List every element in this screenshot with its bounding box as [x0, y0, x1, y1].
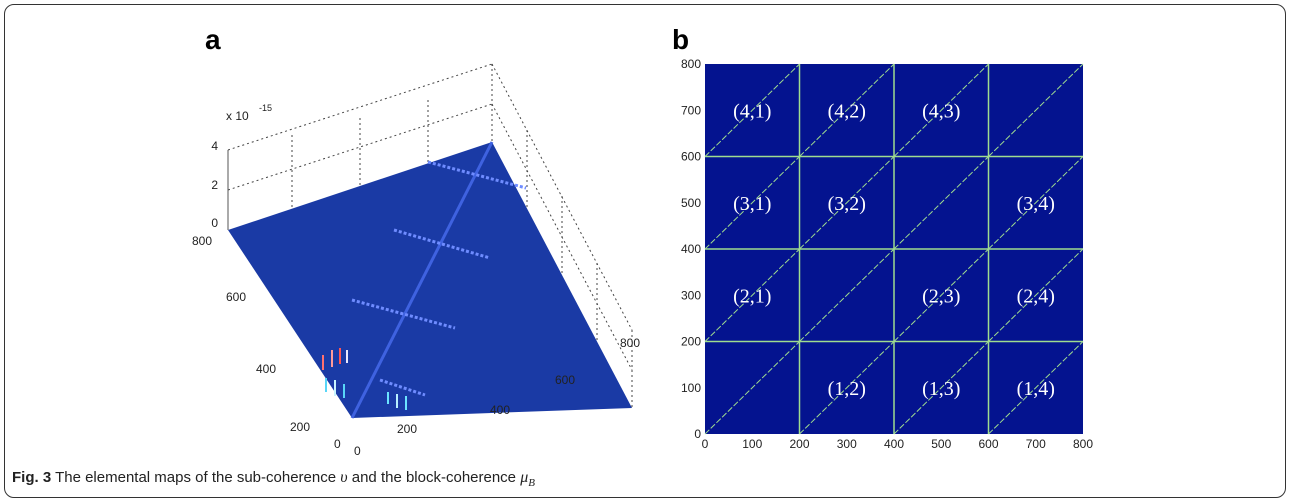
x-tick-800: 800	[620, 336, 640, 350]
block-diagonal-2-4	[988, 248, 1084, 342]
z-exponent: -15	[259, 103, 272, 113]
block-diagonal-2-2	[799, 248, 895, 342]
panel-a-x-ticks: 200 400 600 800	[397, 336, 640, 436]
y-tick-200: 200	[290, 420, 310, 434]
origin-x-label: 0	[354, 444, 361, 458]
panel-a-surface	[228, 142, 632, 418]
y-tick-600: 600	[226, 290, 246, 304]
figure-caption: Fig. 3 The elemental maps of the sub-coh…	[12, 469, 535, 489]
y-tick-300: 300	[681, 288, 701, 302]
panel-b-y-ticks: 0 100 200 300 400 500 600 700 800	[681, 57, 701, 441]
block-diagonal-1-1	[704, 341, 800, 435]
y-tick-600: 600	[681, 150, 701, 164]
caption-symbol-upsilon: υ	[340, 469, 348, 486]
x-tick-400: 400	[490, 403, 510, 417]
panel-a-ridges	[351, 160, 527, 397]
origin-y-label: 0	[334, 437, 341, 451]
y-tick-700: 700	[681, 103, 701, 117]
block-label-3-2: (3,2)	[828, 193, 866, 215]
block-diagonal-3-4	[988, 156, 1084, 250]
block-diagonal-1-4	[988, 341, 1084, 435]
caption-text-1: The elemental maps of the sub-coherence	[51, 469, 341, 486]
block-diagonal-3-3	[893, 156, 989, 250]
x-tick-700: 700	[1026, 437, 1046, 451]
caption-symbol-mu: μ	[520, 469, 529, 486]
x-tick-400: 400	[884, 437, 904, 451]
block-label-3-1: (3,1)	[733, 193, 771, 215]
block-label-1-4: (1,4)	[1017, 378, 1055, 400]
block-label-1-3: (1,3)	[922, 378, 960, 400]
y-tick-800: 800	[192, 234, 212, 248]
caption-symbol-mu-subscript: B	[528, 477, 535, 489]
x-tick-600: 600	[555, 373, 575, 387]
block-label-4-1: (4,1)	[733, 100, 771, 122]
x-tick-600: 600	[978, 437, 998, 451]
panel-a-spikes	[322, 348, 407, 410]
x-tick-100: 100	[742, 437, 762, 451]
y-tick-800: 800	[681, 57, 701, 71]
y-tick-200: 200	[681, 335, 701, 349]
block-diagonal-3-2	[799, 156, 895, 250]
z-multiplier: x 10	[226, 109, 249, 123]
block-diagonal-1-3	[893, 341, 989, 435]
panel-b-x-ticks: 0 100 200 300 400 500 600 700 800	[702, 437, 1094, 451]
block-diagonal-2-3	[893, 248, 989, 342]
panel-a-label: a	[205, 24, 221, 55]
z-tick-4: 4	[211, 139, 218, 153]
y-tick-400: 400	[256, 362, 276, 376]
y-tick-500: 500	[681, 196, 701, 210]
block-diagonal-4-3	[893, 63, 989, 157]
figure-frame	[4, 4, 1286, 498]
block-label-4-2: (4,2)	[828, 100, 866, 122]
panel-b-block-diagonals	[704, 63, 1084, 435]
x-tick-800: 800	[1073, 437, 1093, 451]
x-tick-500: 500	[931, 437, 951, 451]
x-tick-300: 300	[837, 437, 857, 451]
panel-b-block-labels: (4,1) (4,2) (4,3) (3,1) (3,2) (3,4) (2,1) (2,3)…	[733, 100, 1055, 400]
panel-a-z-ticks: 0 2 4	[211, 139, 218, 230]
panel-a-diagonal	[350, 141, 494, 419]
y-tick-100: 100	[681, 381, 701, 395]
block-diagonal-1-2	[799, 341, 895, 435]
x-tick-200: 200	[789, 437, 809, 451]
panel-b-block-grid	[705, 64, 1083, 434]
block-diagonal-3-1	[704, 156, 800, 250]
x-tick-200: 200	[397, 422, 417, 436]
block-diagonal-4-1	[704, 63, 800, 157]
x-tick-0: 0	[702, 437, 709, 451]
block-label-2-4: (2,4)	[1017, 285, 1055, 307]
caption-label: Fig. 3	[12, 469, 52, 486]
panel-a-y-ticks: 800 600 400 200	[192, 234, 310, 434]
block-label-3-4: (3,4)	[1017, 193, 1055, 215]
block-diagonal-4-2	[799, 63, 895, 157]
block-diagonal-4-4	[988, 63, 1084, 157]
caption-text-2: and the block-coherence	[347, 469, 521, 486]
block-label-4-3: (4,3)	[922, 100, 960, 122]
y-tick-0: 0	[694, 427, 701, 441]
block-diagonal-2-1	[704, 248, 800, 342]
z-tick-2: 2	[211, 178, 218, 192]
block-label-2-1: (2,1)	[733, 285, 771, 307]
block-label-1-2: (1,2)	[828, 378, 866, 400]
panel-a-surface-plot: 0 2 4 x 10 -15 800 600 400 200 200 400 6…	[192, 63, 640, 458]
y-tick-400: 400	[681, 242, 701, 256]
z-tick-0: 0	[211, 216, 218, 230]
panel-b-block-heatmap: (4,1) (4,2) (4,3) (3,1) (3,2) (3,4) (2,1) (2,3)…	[681, 57, 1094, 451]
panel-b-label: b	[672, 24, 690, 55]
block-label-2-3: (2,3)	[922, 285, 960, 307]
